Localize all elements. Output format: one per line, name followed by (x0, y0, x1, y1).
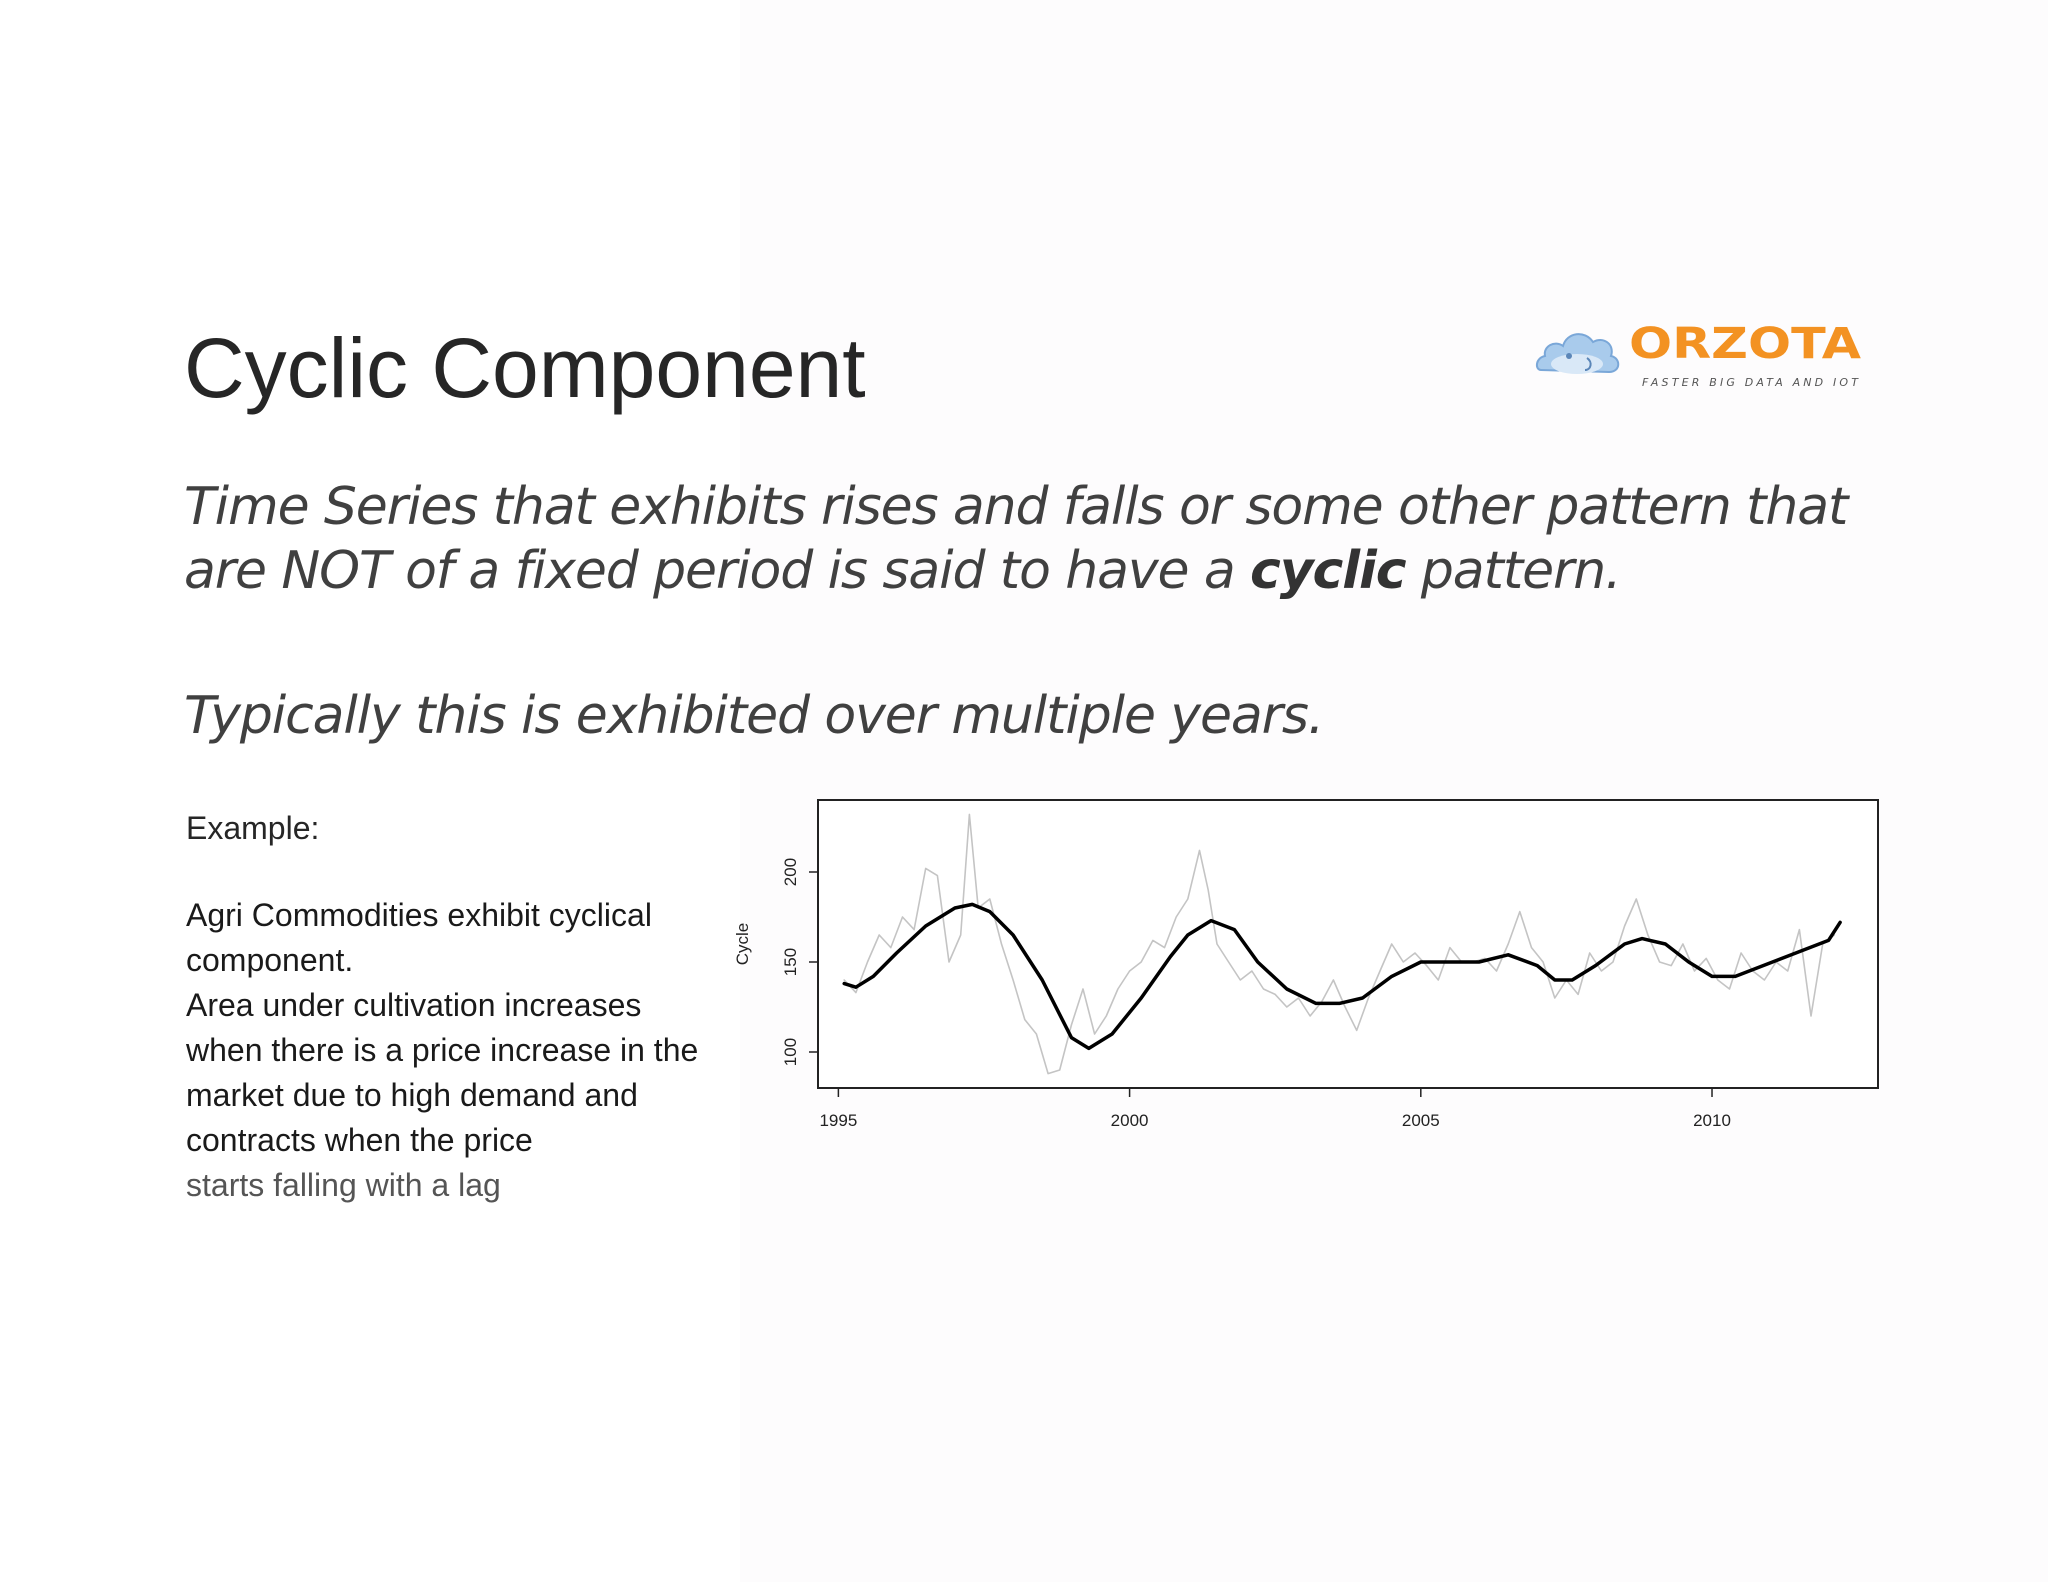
example-body: Agri Commodities exhibit cyclical compon… (186, 893, 706, 1208)
x-tick-label: 2005 (1402, 1111, 1440, 1130)
definition-text-end: pattern. (1405, 541, 1622, 601)
cloud-elephant-icon (1535, 333, 1620, 374)
example-line-3: starts falling with a lag (186, 1167, 501, 1203)
example-label: Example: (186, 810, 320, 846)
logo-tagline: FASTER BIG DATA AND IOT (1642, 376, 1859, 389)
y-axis-label: Cycle (733, 923, 752, 966)
cycle-chart: 1995 2000 2005 2010 100 150 200 Cycle (733, 799, 1879, 1130)
y-tick-label: 100 (781, 1038, 800, 1066)
raw-series-line (843, 813, 1836, 1075)
x-tick-label: 2000 (1111, 1111, 1149, 1130)
y-tick-label: 150 (781, 948, 800, 976)
slide-title: Cyclic Component (184, 321, 866, 415)
smooth-series-line (842, 902, 1842, 1051)
definition-text: Time Series that exhibits rises and fall… (184, 475, 1924, 603)
example-line-2: Area under cultivation increases when th… (186, 987, 699, 1158)
logo-wordmark: ORZOTA (1629, 319, 1862, 369)
x-tick-label: 2010 (1693, 1111, 1731, 1130)
y-tick-label: 200 (781, 858, 800, 886)
definition-keyword: cyclic (1250, 541, 1407, 601)
typical-note: Typically this is exhibited over multipl… (184, 686, 1324, 746)
plot-frame (817, 799, 1879, 1089)
example-line-1: Agri Commodities exhibit cyclical compon… (186, 897, 652, 978)
x-tick-label: 1995 (819, 1111, 857, 1130)
orzota-logo: ORZOTA FASTER BIG DATA AND IOT (1535, 319, 1862, 389)
definition-text-part: Time Series that exhibits rises and fall… (184, 477, 1848, 601)
background-panel (740, 0, 2048, 1582)
